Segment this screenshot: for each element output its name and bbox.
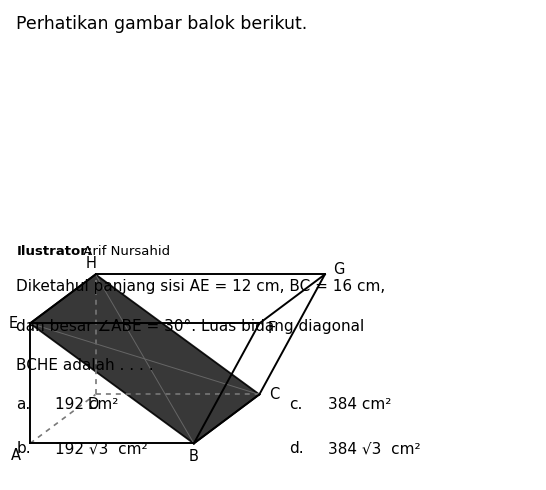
Text: H: H xyxy=(86,256,97,271)
Text: dan besar ∠ABE = 30°. Luas bidang diagonal: dan besar ∠ABE = 30°. Luas bidang diagon… xyxy=(16,318,365,334)
Text: Perhatikan gambar balok berikut.: Perhatikan gambar balok berikut. xyxy=(16,15,307,33)
Text: G: G xyxy=(333,262,344,277)
Text: Ilustrator:: Ilustrator: xyxy=(16,245,93,258)
Text: 384 cm²: 384 cm² xyxy=(328,397,391,412)
Text: E: E xyxy=(9,316,18,331)
Text: A: A xyxy=(11,448,21,463)
Text: Arif Nursahid: Arif Nursahid xyxy=(79,245,170,258)
Text: F: F xyxy=(267,321,276,336)
Text: 192 cm²: 192 cm² xyxy=(55,397,118,412)
Text: C: C xyxy=(270,387,280,402)
Text: c.: c. xyxy=(289,397,302,412)
Text: Diketahui panjang sisi AE = 12 cm, BC = 16 cm,: Diketahui panjang sisi AE = 12 cm, BC = … xyxy=(16,279,385,294)
Polygon shape xyxy=(30,274,259,443)
Text: b.: b. xyxy=(16,441,31,456)
Text: D: D xyxy=(87,397,98,412)
Text: d.: d. xyxy=(289,441,304,456)
Text: BCHE adalah . . . .: BCHE adalah . . . . xyxy=(16,358,154,373)
Text: B: B xyxy=(189,449,199,464)
Text: 384 √3  cm²: 384 √3 cm² xyxy=(328,441,420,456)
Text: a.: a. xyxy=(16,397,31,412)
Text: 192 √3  cm²: 192 √3 cm² xyxy=(55,441,147,456)
